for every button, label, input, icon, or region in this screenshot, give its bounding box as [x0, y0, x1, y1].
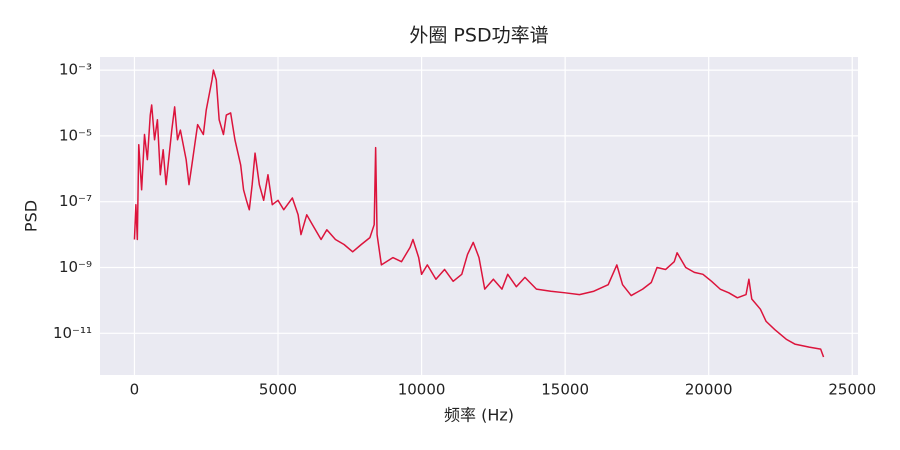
- y-tick-label: 10⁻⁷: [59, 192, 92, 210]
- y-tick-label: 10⁻⁵: [59, 126, 92, 144]
- chart-title: 外圈 PSD功率谱: [409, 25, 548, 47]
- x-tick-label: 10000: [398, 381, 446, 399]
- y-axis-label: PSD: [22, 200, 41, 232]
- plot-area: [100, 57, 858, 375]
- x-axis-label: 频率 (Hz): [444, 406, 514, 425]
- x-tick-label: 20000: [685, 381, 733, 399]
- x-tick-label: 25000: [828, 381, 876, 399]
- y-tick-label: 10⁻⁹: [59, 258, 92, 276]
- y-tick-label: 10⁻¹¹: [53, 324, 92, 342]
- x-tick-label: 15000: [541, 381, 589, 399]
- x-tick-label: 5000: [259, 381, 297, 399]
- y-tick-label: 10⁻³: [59, 61, 92, 79]
- psd-line: [133, 69, 825, 358]
- x-tick-label: 0: [130, 381, 140, 399]
